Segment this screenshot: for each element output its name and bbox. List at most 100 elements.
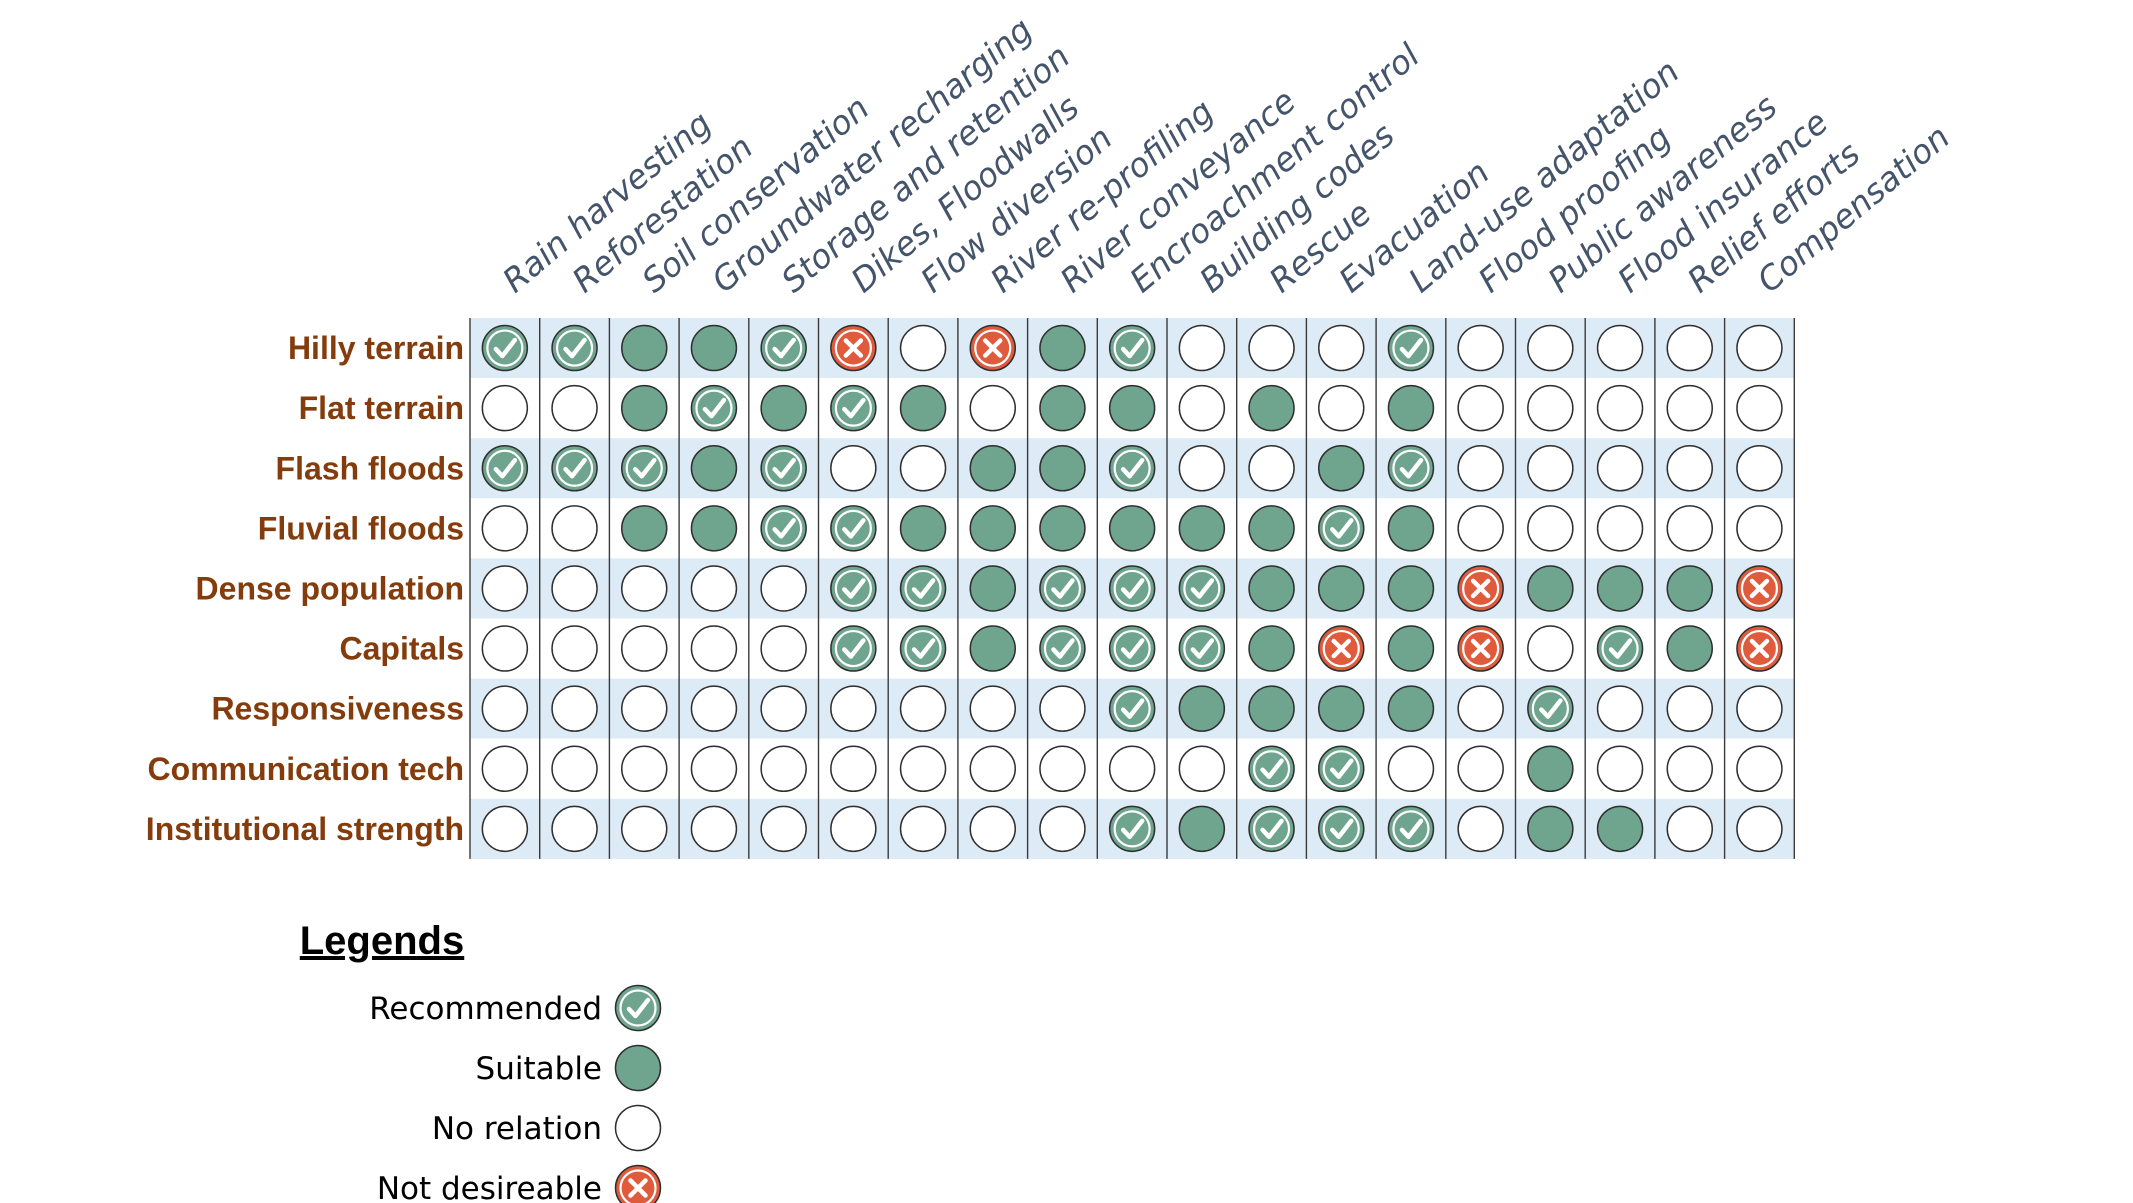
- matrix-cell: [969, 505, 1016, 552]
- matrix-cell: [1039, 384, 1086, 432]
- matrix-cell: [621, 384, 668, 432]
- matrix-cell: [690, 384, 738, 432]
- matrix-cell: [481, 805, 529, 853]
- matrix-cell: [1318, 745, 1365, 792]
- matrix-cell: [760, 324, 807, 372]
- matrix-cell: [551, 324, 598, 372]
- legend: Legends Recommended Suitable No relation No…: [300, 919, 662, 1203]
- legend-items: Recommended Suitable No relation Not desire…: [369, 984, 662, 1203]
- matrix-cell: [899, 445, 947, 492]
- matrix-cell: [1108, 685, 1156, 732]
- matrix-cell: [1387, 685, 1435, 732]
- matrix-cell: [481, 324, 529, 372]
- matrix-cell: [690, 745, 738, 792]
- row-label: Flash floods: [276, 450, 464, 486]
- matrix-cell: [1318, 805, 1365, 853]
- matrix-cell: [1736, 805, 1783, 853]
- matrix-cell: [760, 625, 807, 672]
- matrix-cell: [1736, 565, 1783, 612]
- row-label: Communication tech: [148, 751, 464, 787]
- matrix-cell: [1666, 445, 1713, 492]
- matrix-cell: [1527, 505, 1574, 552]
- matrix-cell: [899, 805, 947, 853]
- matrix-cell: [899, 685, 947, 732]
- matrix-cell: [1387, 745, 1435, 792]
- matrix-cell: [1387, 565, 1435, 612]
- row-label: Dense population: [196, 570, 464, 606]
- matrix-cell: [760, 505, 807, 552]
- matrix-cell: [830, 445, 877, 492]
- matrix-cell: [1318, 384, 1365, 432]
- matrix-cell: [899, 384, 947, 432]
- matrix-cell: [1527, 685, 1574, 732]
- matrix-cell: [551, 505, 598, 552]
- row-label: Institutional strength: [146, 811, 464, 847]
- matrix-cell: [551, 565, 598, 612]
- legend-symbol: [614, 1044, 662, 1092]
- matrix-cell: [1039, 445, 1086, 492]
- matrix-cell: [1248, 685, 1295, 732]
- matrix-cell: [1318, 505, 1365, 552]
- matrix-cell: [830, 565, 877, 612]
- matrix-cell: [1248, 625, 1295, 672]
- matrix-cell: [760, 384, 807, 432]
- row-label: Hilly terrain: [288, 330, 464, 366]
- matrix-cell: [1248, 445, 1295, 492]
- matrix-cell: [1596, 445, 1644, 492]
- matrix-cell: [1666, 745, 1713, 792]
- matrix-cell: [481, 384, 529, 432]
- matrix-cell: [1527, 625, 1574, 672]
- matrix-cell: [969, 685, 1016, 732]
- matrix-cell: [1039, 805, 1086, 853]
- matrix-cell: [621, 445, 668, 492]
- matrix-cell: [621, 625, 668, 672]
- matrix-cell: [1178, 324, 1226, 372]
- matrix-cell: [1248, 324, 1295, 372]
- matrix-cell: [690, 565, 738, 612]
- legend-label: Suitable: [476, 1051, 602, 1087]
- matrix-cell: [830, 745, 877, 792]
- legend-label: Recommended: [369, 991, 602, 1027]
- matrix-cell: [760, 685, 807, 732]
- matrix-cell: [1457, 445, 1504, 492]
- matrix-cell: [1457, 745, 1504, 792]
- matrix-cell: [1039, 324, 1086, 372]
- matrix-cell: [1108, 565, 1156, 612]
- legend-symbol: [614, 984, 662, 1032]
- matrix-cell: [1318, 565, 1365, 612]
- row-label: Fluvial floods: [258, 510, 464, 546]
- matrix-cell: [1666, 384, 1713, 432]
- matrix-cell: [690, 805, 738, 853]
- matrix-cell: [969, 805, 1016, 853]
- row-label: Responsiveness: [211, 691, 464, 727]
- matrix-cell: [1457, 625, 1504, 672]
- matrix-cell: [621, 324, 668, 372]
- matrix-cell: [1387, 384, 1435, 432]
- matrix-cell: [1178, 805, 1226, 853]
- matrix-cell: [1248, 805, 1295, 853]
- matrix-cell: [1178, 505, 1226, 552]
- matrix-cell: [1387, 445, 1435, 492]
- matrix-cell: [621, 805, 668, 853]
- matrix-cell: [621, 565, 668, 612]
- matrix-cell: [1457, 384, 1504, 432]
- matrix-cell: [1457, 324, 1504, 372]
- matrix-cell: [1666, 805, 1713, 853]
- matrix-cell: [481, 745, 529, 792]
- matrix-cell: [1178, 384, 1226, 432]
- matrix-cell: [760, 745, 807, 792]
- matrix-cell: [1108, 324, 1156, 372]
- matrix-cell: [1736, 445, 1783, 492]
- matrix-cell: [1387, 324, 1435, 372]
- matrix-cell: [969, 745, 1016, 792]
- matrix-cell: [1596, 324, 1644, 372]
- matrix-cell: [760, 445, 807, 492]
- matrix-cell: [1178, 625, 1226, 672]
- legend-symbol: [614, 1104, 662, 1152]
- matrix-cell: [1108, 445, 1156, 492]
- matrix-cell: [690, 685, 738, 732]
- matrix-cell: [1387, 505, 1435, 552]
- matrix-cell: [551, 805, 598, 853]
- matrix-cell: [1596, 685, 1644, 732]
